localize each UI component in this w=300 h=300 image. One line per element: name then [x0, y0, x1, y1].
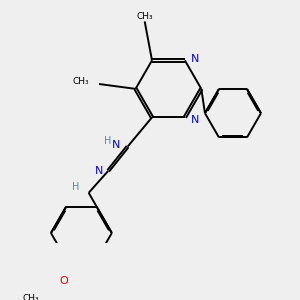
Text: N: N: [191, 115, 199, 125]
Text: N: N: [112, 140, 120, 150]
Text: CH₃: CH₃: [136, 12, 153, 21]
Text: CH₃: CH₃: [73, 77, 89, 86]
Text: N: N: [95, 166, 103, 176]
Text: N: N: [191, 54, 199, 64]
Text: CH₃: CH₃: [23, 294, 39, 300]
Text: H: H: [104, 136, 112, 146]
Text: O: O: [59, 276, 68, 286]
Text: H: H: [72, 182, 79, 192]
